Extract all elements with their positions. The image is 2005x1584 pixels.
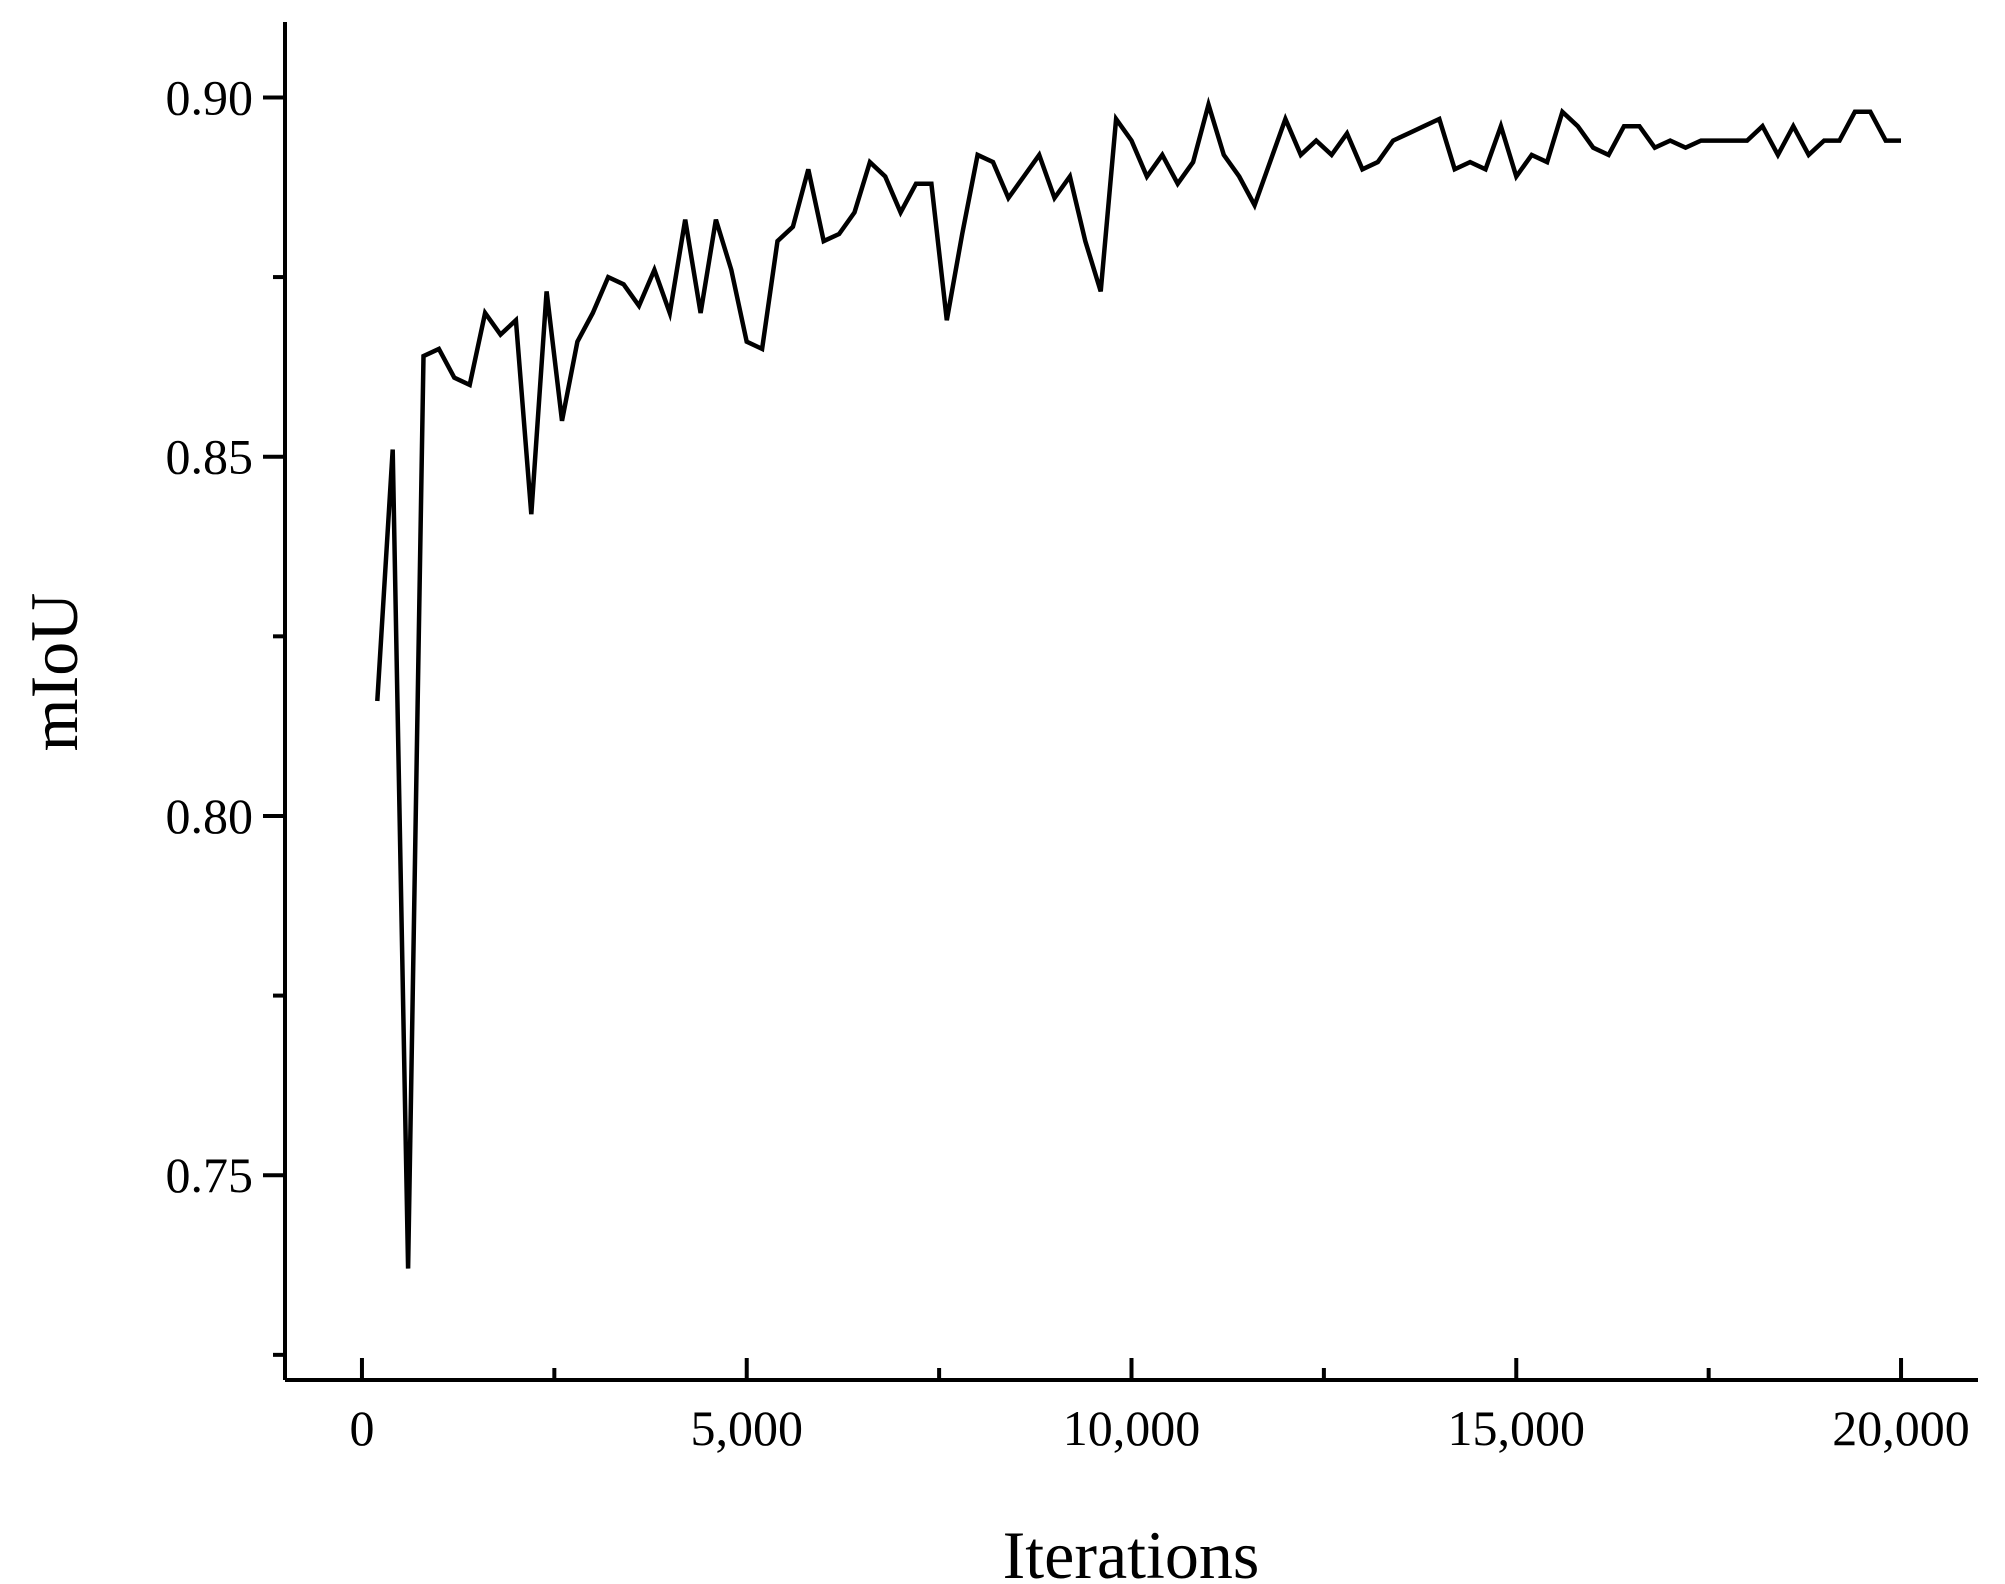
x-tick-label: 0 bbox=[349, 1400, 374, 1456]
x-tick-label: 15,000 bbox=[1448, 1400, 1586, 1456]
x-tick-label: 10,000 bbox=[1063, 1400, 1201, 1456]
y-tick-label: 0.90 bbox=[166, 69, 254, 125]
y-tick-label: 0.80 bbox=[166, 788, 254, 844]
series-line bbox=[375, 96, 1901, 1269]
axis-tick-labels: 0 5,000 10,000 15,000 20,000 0.75 0.80 0.85 0.90 bbox=[166, 69, 1970, 1456]
y-tick-label: 0.75 bbox=[166, 1147, 254, 1203]
x-tick-label: 20,000 bbox=[1832, 1400, 1970, 1456]
x-axis-title: Iterations bbox=[1003, 1517, 1260, 1584]
y-tick-label: 0.85 bbox=[166, 429, 254, 485]
axis-ticks bbox=[263, 95, 1904, 1380]
x-tick-label: 5,000 bbox=[690, 1400, 803, 1456]
y-axis-title: mIoU bbox=[16, 593, 92, 752]
